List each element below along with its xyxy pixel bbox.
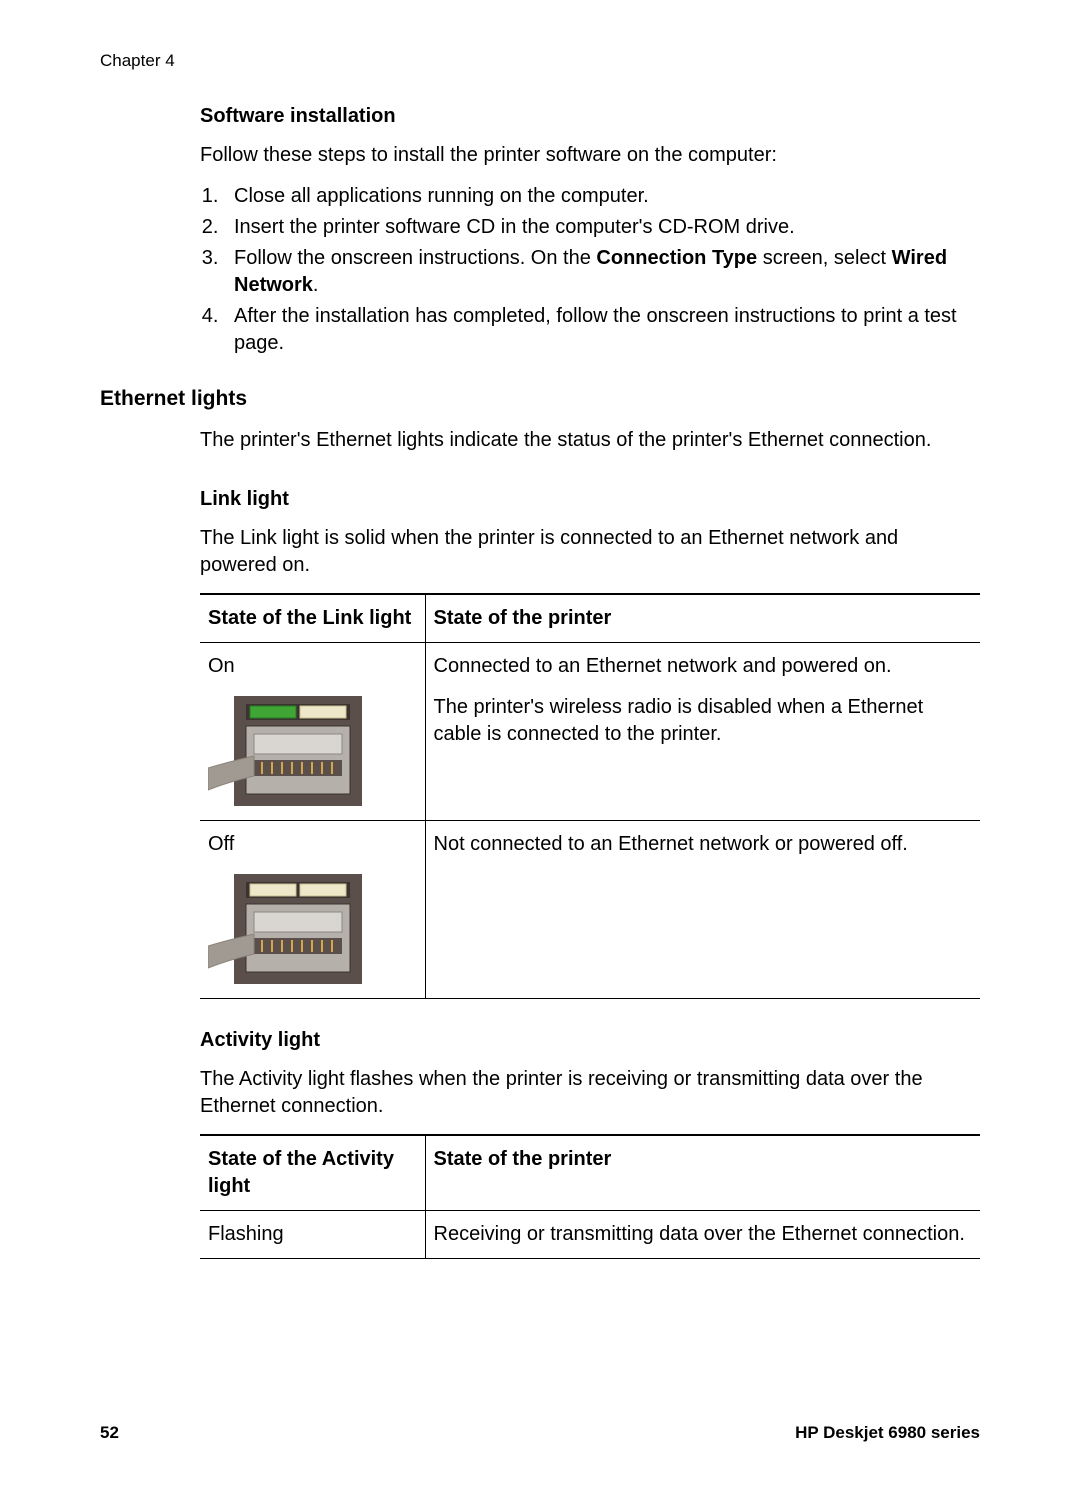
step-text: Follow the onscreen instructions. On the [234,247,596,269]
activity-light-heading: Activity light [200,1027,980,1054]
activity-state-label: Flashing [200,1211,425,1259]
link-state-desc: Connected to an Ethernet network and pow… [434,653,973,680]
step-bold: Connection Type [596,247,757,269]
table-header: State of the Link light [200,594,425,643]
step-text: . [313,274,319,296]
software-install-intro: Follow these steps to install the printe… [200,142,980,169]
activity-light-table: State of the Activity light State of the… [200,1134,980,1259]
link-light-table: State of the Link light State of the pri… [200,593,980,999]
ethernet-lights-heading: Ethernet lights [100,385,980,413]
link-light-intro: The Link light is solid when the printer… [200,525,980,579]
ethernet-lights-intro: The printer's Ethernet lights indicate t… [200,427,980,454]
product-series: HP Deskjet 6980 series [795,1422,980,1445]
install-step: Insert the printer software CD in the co… [224,214,980,241]
install-step: Follow the onscreen instructions. On the… [224,245,980,299]
page-number: 52 [100,1422,119,1445]
chapter-label: Chapter 4 [100,50,980,73]
table-header: State of the Activity light [200,1135,425,1211]
link-state-label: On [208,653,417,680]
table-header: State of the printer [425,1135,980,1211]
link-state-desc: Not connected to an Ethernet network or … [434,831,973,858]
activity-light-intro: The Activity light flashes when the prin… [200,1066,980,1120]
table-header: State of the printer [425,594,980,643]
activity-state-desc: Receiving or transmitting data over the … [425,1211,980,1259]
step-text: screen, select [757,247,892,269]
ethernet-port-icon [208,868,378,988]
ethernet-port-icon [208,690,378,810]
table-row: On [200,643,980,821]
software-install-heading: Software installation [200,103,980,130]
install-step: After the installation has completed, fo… [224,303,980,357]
link-light-heading: Link light [200,486,980,513]
link-state-label: Off [208,831,417,858]
install-steps-list: Close all applications running on the co… [224,183,980,357]
table-row: Off [200,821,980,999]
link-state-desc: The printer's wireless radio is disabled… [434,694,973,748]
install-step: Close all applications running on the co… [224,183,980,210]
page-footer: 52 HP Deskjet 6980 series [100,1422,980,1445]
table-row: Flashing Receiving or transmitting data … [200,1211,980,1259]
